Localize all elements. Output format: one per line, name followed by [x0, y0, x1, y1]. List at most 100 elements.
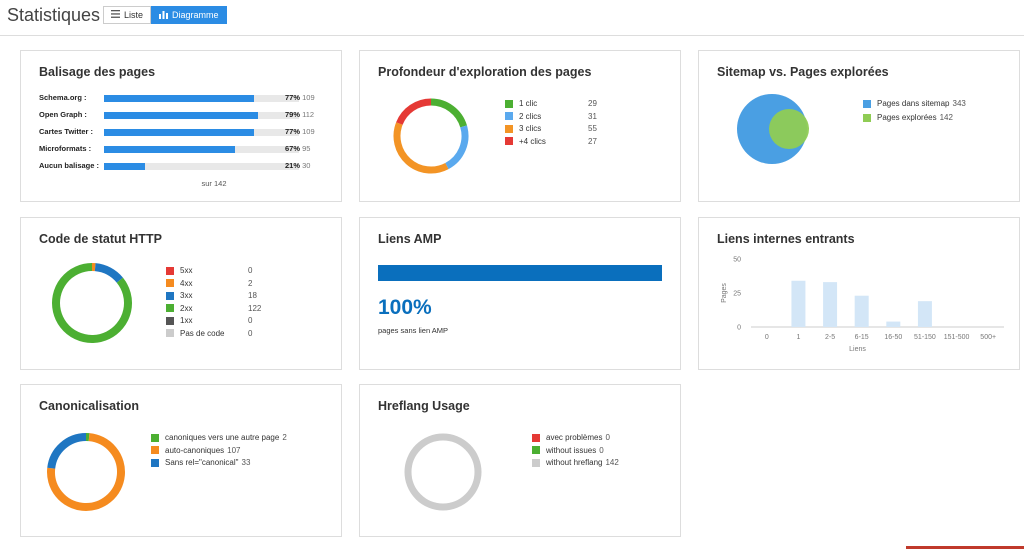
depth-legend-value: 55	[588, 124, 597, 133]
amp-caption: pages sans lien AMP	[378, 326, 449, 335]
y-axis-label: Pages	[721, 283, 728, 303]
sitemap-title: Sitemap vs. Pages explorées	[717, 65, 889, 79]
canonical-donut-slice	[47, 433, 125, 511]
markup-row-percent: 67%	[285, 144, 301, 153]
sitemap-venn-chart	[737, 94, 809, 164]
markup-row-percent: 77%	[285, 127, 301, 136]
x-tick-label: 151-500	[944, 334, 970, 341]
hreflang-legend-label: without issues	[546, 445, 597, 455]
http-legend-label: 1xx	[180, 316, 193, 325]
markup-row-track	[104, 129, 299, 136]
x-tick-label: 6-15	[855, 334, 869, 341]
canonical-title: Canonicalisation	[39, 399, 140, 413]
http-donut-slice	[52, 263, 132, 343]
x-tick-label: 0	[765, 334, 769, 341]
markup-row-label: Schema.org :	[39, 93, 87, 102]
canonical-donut-slice	[47, 433, 87, 469]
x-tick-label: 1	[796, 334, 800, 341]
http-legend-value: 2	[248, 278, 253, 288]
canonical-legend-value: 33	[241, 458, 251, 467]
hreflang-donut-chart	[404, 433, 482, 511]
http-legend-value: 0	[248, 316, 253, 325]
http-legend-swatch	[166, 329, 174, 337]
hreflang-legend-value: 0	[599, 445, 604, 455]
markup-row-label: Cartes Twitter :	[39, 127, 94, 136]
http-legend-label: 2xx	[180, 303, 193, 313]
hreflang-legend-label: avec problèmes	[546, 433, 603, 442]
canonical-legend-item: auto-canoniques 107	[151, 446, 241, 455]
depth-legend-label: 2 clics	[519, 111, 542, 121]
chart-view-button[interactable]: Diagramme	[151, 6, 227, 24]
markup-row-label: Aucun balisage :	[39, 161, 100, 170]
depth-legend-swatch	[505, 137, 513, 145]
x-axis-label: Liens	[849, 346, 866, 353]
markup-row-value: 67% 95	[285, 144, 310, 153]
amp-progress-fill	[378, 265, 662, 281]
hreflang-legend-item: without hreflang 142	[532, 458, 619, 467]
depth-legend-swatch	[505, 112, 513, 120]
hreflang-donut-slice	[404, 433, 482, 511]
depth-legend-value: 27	[588, 136, 597, 146]
markup-row-label: Open Graph :	[39, 110, 87, 119]
canonical-legend-value: 107	[227, 445, 241, 455]
depth-legend-item: +4 clics	[505, 137, 546, 146]
http-legend-swatch	[166, 291, 174, 300]
top-bar: Statistiques Liste Diagramme	[0, 0, 1024, 36]
amp-percent: 100%	[378, 296, 432, 319]
internal-links-title: Liens internes entrants	[717, 232, 855, 246]
canonical-card: Canonicalisation canoniques vers une aut…	[20, 384, 342, 537]
canonical-legend-item: Sans rel="canonical" 33	[151, 458, 250, 467]
hreflang-legend-value: 0	[605, 433, 610, 442]
canonical-legend-item: canoniques vers une autre page 2	[151, 433, 287, 442]
markup-footer: sur 142	[201, 179, 227, 188]
depth-donut-slice	[430, 98, 467, 128]
http-legend-item: 2xx	[166, 304, 192, 313]
hreflang-legend-value: 142	[605, 458, 619, 467]
http-legend-item: 5xx	[166, 266, 192, 275]
hreflang-legend-label: without hreflang	[546, 458, 603, 467]
hreflang-legend-item: avec problèmes 0	[532, 433, 610, 442]
markup-row-track	[104, 163, 299, 170]
venn-crawled-circle	[769, 109, 809, 149]
markup-row-percent: 21%	[285, 161, 301, 170]
depth-legend-label: 3 clics	[519, 124, 542, 133]
hreflang-card: Hreflang Usage avec problèmes 0 without i…	[359, 384, 681, 537]
markup-row-track	[104, 95, 299, 102]
http-title: Code de statut HTTP	[39, 232, 162, 246]
depth-donut-chart	[393, 98, 469, 174]
depth-legend-swatch	[505, 124, 513, 133]
depth-donut-slice	[445, 125, 469, 170]
http-legend-value: 122	[248, 303, 262, 313]
x-tick-label: 2-5	[825, 334, 835, 341]
depth-legend-value: 29	[588, 99, 597, 108]
markup-row-count: 30	[302, 161, 311, 170]
http-legend-swatch	[166, 279, 174, 287]
depth-legend-item: 1 clic	[505, 99, 537, 108]
markup-row-count: 95	[302, 144, 311, 153]
canonical-legend-label: Sans rel="canonical"	[165, 458, 239, 467]
http-legend-item: 1xx	[166, 316, 192, 325]
markup-row-value: 77% 109	[285, 93, 315, 102]
depth-legend-item: 2 clics	[505, 112, 541, 121]
depth-legend-label: +4 clics	[519, 136, 546, 146]
list-icon	[111, 10, 120, 20]
view-toggle: Liste Diagramme	[103, 6, 227, 24]
sitemap-card: Sitemap vs. Pages explorées Pages dans s…	[698, 50, 1020, 202]
depth-legend-item: 3 clics	[505, 124, 541, 133]
depth-legend-value: 31	[588, 111, 597, 121]
markup-row-fill	[104, 112, 259, 119]
http-legend-value: 0	[248, 328, 253, 338]
markup-title: Balisage des pages	[39, 65, 156, 79]
http-donut-chart	[52, 263, 132, 343]
hreflang-legend-swatch	[532, 446, 540, 454]
http-legend-swatch	[166, 266, 174, 275]
bottom-accent	[906, 546, 1024, 549]
http-donut-slice	[94, 263, 123, 283]
sitemap-legend-value: 142	[939, 113, 953, 122]
http-legend-value: 0	[248, 266, 253, 275]
markup-row-fill	[104, 146, 235, 153]
amp-card: Liens AMP 100% pages sans lien AMP	[359, 217, 681, 370]
markup-row-fill	[104, 163, 145, 170]
list-view-button[interactable]: Liste	[103, 6, 152, 24]
amp-progress-bar	[378, 265, 662, 281]
